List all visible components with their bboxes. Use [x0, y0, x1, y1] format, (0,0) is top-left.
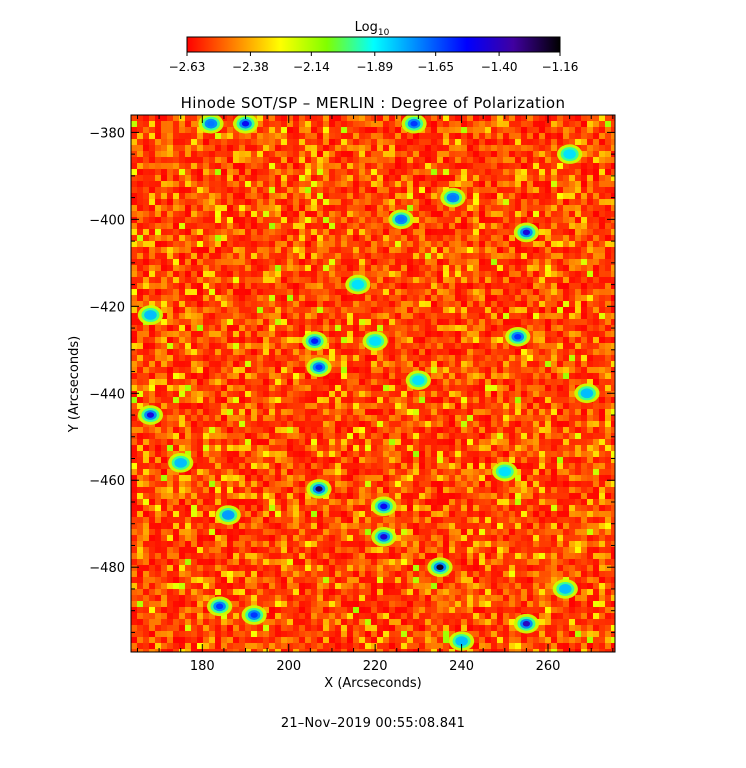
polarization-patch	[371, 526, 397, 547]
x-tick-label: 180	[190, 659, 215, 674]
polarization-patch	[513, 222, 540, 243]
polarization-patch	[552, 579, 578, 599]
polarization-patch	[440, 187, 466, 208]
polarization-patch	[137, 405, 164, 425]
x-tick-label: 200	[276, 659, 301, 674]
polarization-patch	[345, 274, 371, 295]
polarization-patch	[137, 305, 164, 325]
polarization-patch	[427, 557, 453, 578]
polarization-patch	[371, 496, 397, 517]
polarization-patch	[215, 505, 241, 525]
polarization-patch	[405, 370, 431, 391]
polarization-patch	[241, 605, 267, 625]
polarization-patch	[401, 115, 427, 134]
polarization-patch	[198, 115, 224, 134]
x-tick-label: 260	[536, 659, 561, 674]
colorbar-tick-label: −2.14	[293, 60, 330, 74]
x-axis-label: X (Arcseconds)	[324, 676, 421, 691]
colorbar-tick-label: −1.40	[481, 60, 518, 74]
chart-title: Hinode SOT/SP – MERLIN : Degree of Polar…	[181, 94, 566, 112]
colorbar-label: Log10	[355, 20, 390, 38]
polarization-patch	[168, 453, 194, 473]
y-tick-label: −420	[89, 300, 125, 315]
y-tick-label: −400	[89, 213, 125, 228]
x-axis: 180 200 220 240 260	[136, 115, 614, 674]
polarization-patch	[513, 613, 540, 634]
y-axis-label: Y (Arcseconds)	[67, 336, 82, 433]
polarization-patch	[362, 331, 388, 351]
polarization-patch	[206, 596, 233, 617]
y-tick-label: −480	[89, 561, 125, 576]
polarization-patch	[388, 209, 414, 230]
y-axis: −380 −400 −420 −440 −460 −480	[89, 126, 615, 633]
polarization-patches	[137, 115, 600, 651]
colorbar-bar	[186, 36, 561, 53]
polarization-patch	[448, 631, 475, 651]
polarization-patch	[505, 326, 531, 347]
timestamp: 21–Nov–2019 00:55:08.841	[280, 716, 466, 731]
heatmap-image	[131, 115, 615, 652]
colorbar-ticks: −2.63 −2.38 −2.14 −1.89 −1.65 −1.40 −1.16	[169, 52, 579, 74]
colorbar-tick-label: −1.16	[542, 60, 579, 74]
polarization-patch	[302, 331, 328, 351]
polarization-patch	[492, 461, 518, 482]
colorbar-tick-label: −1.89	[356, 60, 393, 74]
colorbar-tick-label: −2.63	[169, 60, 206, 74]
colorbar-tick-label: −1.65	[417, 60, 454, 74]
colorbar: Log10 −2.63 −2.38 −2.14 −1.89 −1.65 −1.40 −1.1…	[169, 20, 579, 74]
colorbar-tick-label: −2.38	[232, 60, 269, 74]
y-tick-label: −440	[89, 387, 125, 402]
plot-frame	[130, 114, 616, 653]
y-tick-label: −380	[89, 126, 125, 141]
polarization-patch	[557, 144, 583, 164]
polarization-patch	[232, 115, 259, 134]
polarization-patch	[574, 383, 600, 404]
y-tick-label: −460	[89, 474, 125, 489]
polarization-patch	[306, 357, 332, 377]
x-tick-label: 220	[363, 659, 388, 674]
polarization-patch	[306, 479, 332, 499]
x-tick-label: 240	[449, 659, 474, 674]
